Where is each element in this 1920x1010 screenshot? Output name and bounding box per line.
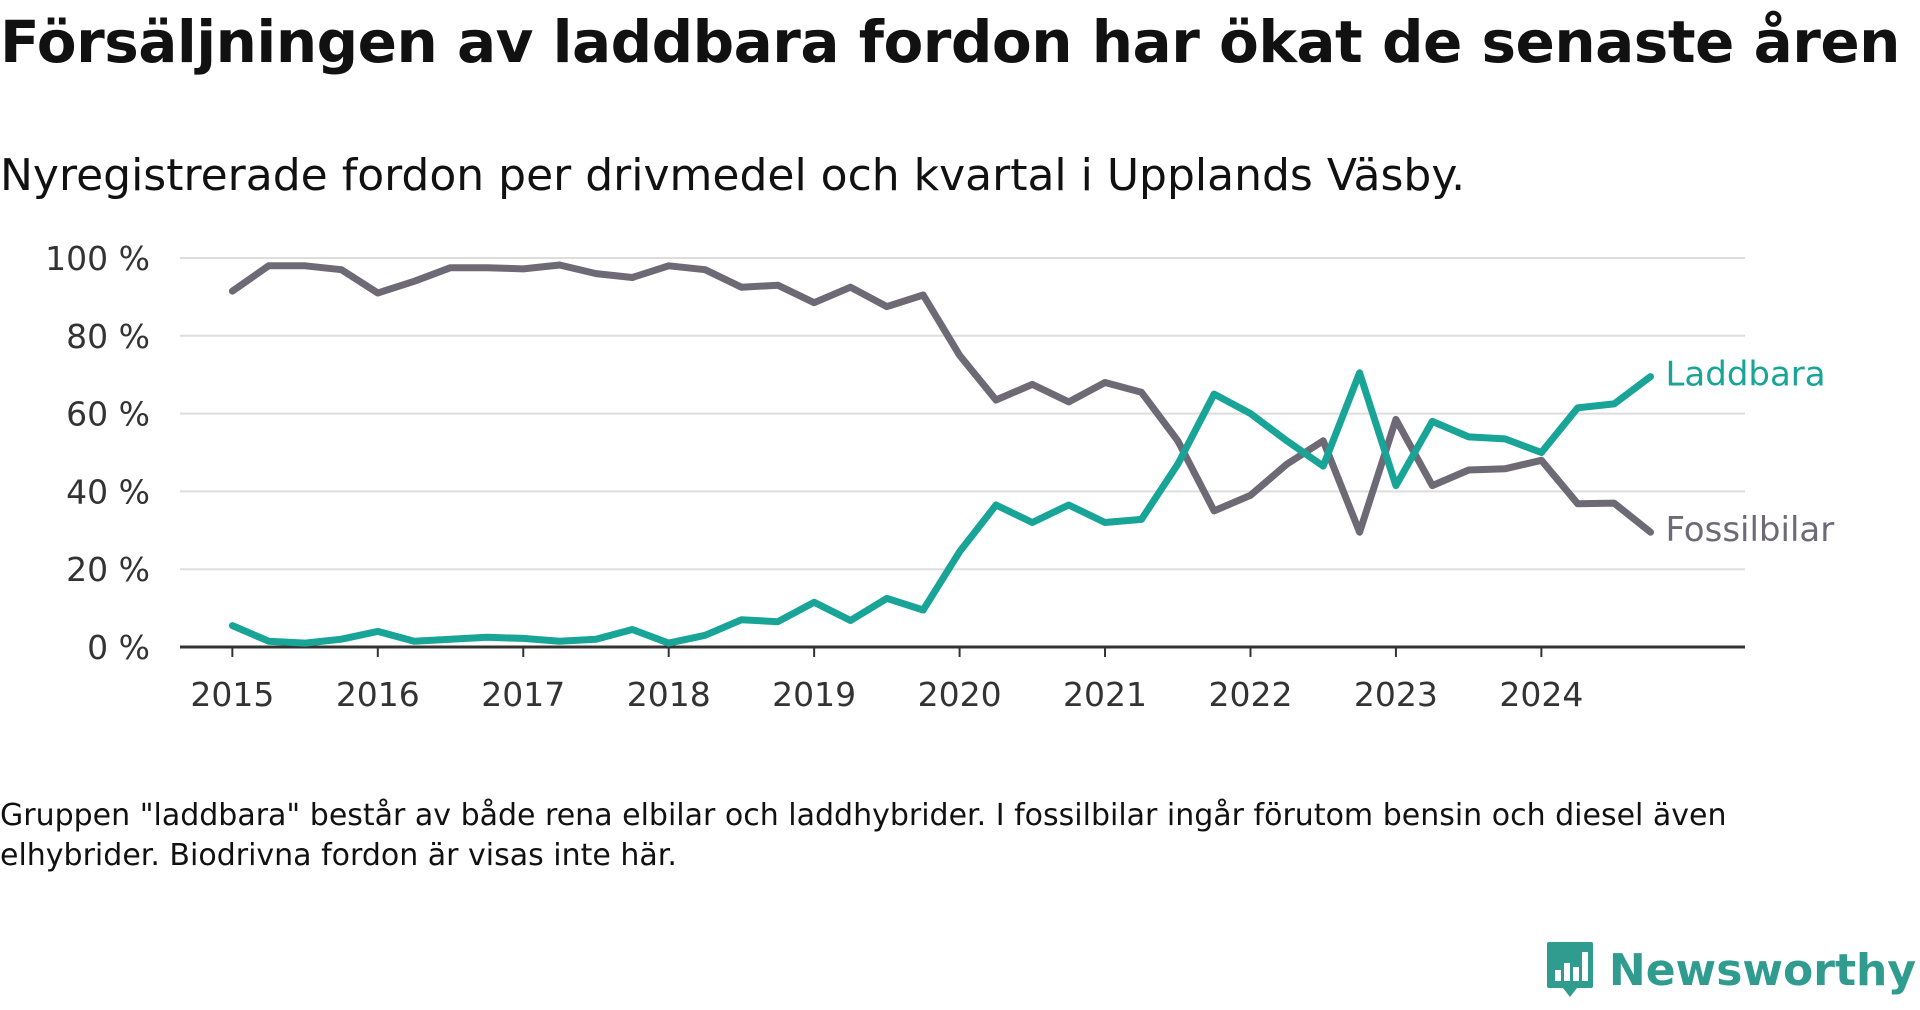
x-tick-label: 2017 xyxy=(481,675,565,714)
newsworthy-logo-icon xyxy=(1546,942,1593,997)
grid-lines xyxy=(180,257,1745,571)
y-tick-label: 60 % xyxy=(66,395,150,434)
x-tick-label: 2016 xyxy=(336,675,420,714)
series-lines xyxy=(228,261,1654,647)
x-tick-label: 2023 xyxy=(1354,675,1438,714)
y-tick-label: 20 % xyxy=(66,550,150,589)
x-tick-label: 2022 xyxy=(1208,675,1292,714)
y-tick-label: 0 % xyxy=(87,628,150,667)
y-tick-label: 100 % xyxy=(45,239,150,278)
y-tick-label: 40 % xyxy=(66,472,150,511)
series-label-fossilbilar: Fossilbilar xyxy=(1665,510,1834,550)
y-tick-label: 80 % xyxy=(66,317,150,356)
footnote: Gruppen "laddbara" består av både rena e… xyxy=(0,798,1727,873)
series-label-laddbara: Laddbara xyxy=(1665,355,1825,395)
x-tick-label: 2024 xyxy=(1499,675,1583,714)
y-axis-labels: 0 % 20 % 40 % 60 % 80 % 100 % xyxy=(45,239,150,667)
brand: Newsworthy xyxy=(1545,930,1916,1010)
brand-name: Newsworthy xyxy=(1608,944,1916,996)
chart-title: Försäljningen av laddbara fordon har öka… xyxy=(0,8,1900,76)
series-line-laddbara xyxy=(228,369,1654,647)
x-tick-label: 2015 xyxy=(190,675,274,714)
x-tick-label: 2021 xyxy=(1063,675,1147,714)
x-tick-label: 2018 xyxy=(627,675,711,714)
chart-subtitle: Nyregistrerade fordon per drivmedel och … xyxy=(0,150,1466,201)
line-chart: 0 %20 %40 %60 %80 %100 % 2015 2016 2017 201… xyxy=(45,239,1834,714)
x-tick-label: 2019 xyxy=(772,675,856,714)
x-tick-label: 2020 xyxy=(918,675,1002,714)
series-end-labels: Laddbara Fossilbilar xyxy=(1665,355,1834,551)
x-axis: 2015 2016 2017 2018 2019 2020 2021 2022 2023 2024 xyxy=(180,645,1745,714)
